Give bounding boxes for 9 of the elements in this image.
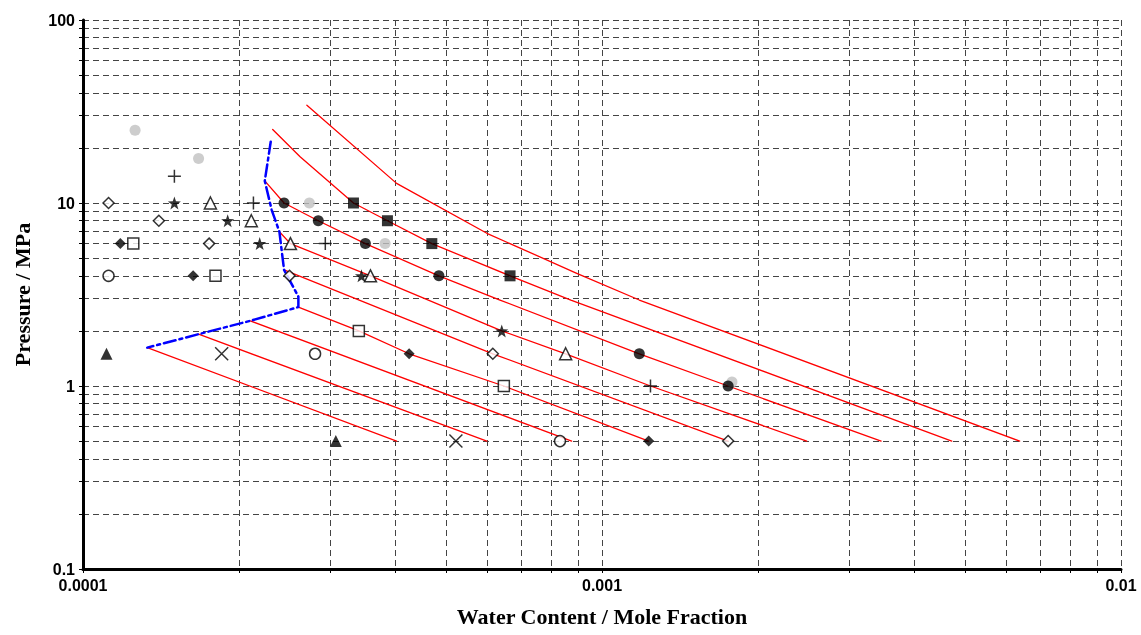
y-tick-label: 100 bbox=[48, 11, 76, 29]
x-axis-title: Water Content / Mole Fraction bbox=[456, 603, 748, 629]
y-tick-label: 1 bbox=[66, 377, 76, 395]
x-tick-label: 0.001 bbox=[581, 576, 623, 594]
y-tick-label: 10 bbox=[57, 194, 76, 212]
y-axis-title: Pressure / MPa bbox=[9, 222, 35, 367]
x-tick-label: 0.0001 bbox=[58, 576, 108, 594]
x-tick-label: 0.01 bbox=[1105, 576, 1137, 594]
y-tick-label: 0.1 bbox=[52, 560, 76, 578]
